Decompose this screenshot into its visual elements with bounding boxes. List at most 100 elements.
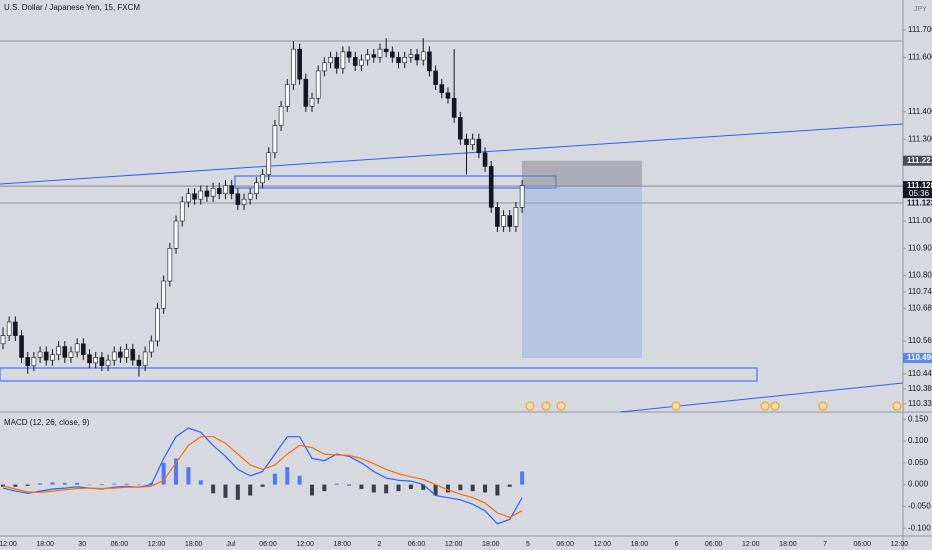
macd-histogram-bar — [235, 484, 240, 500]
macd-histogram-bar — [124, 483, 129, 485]
macd-tick-label: 0.100 — [908, 436, 929, 445]
trend-line — [0, 123, 904, 185]
candle-body — [519, 185, 525, 208]
macd-histogram-bar — [1, 484, 5, 487]
candle-body — [155, 308, 160, 342]
price-label: 111.128 — [907, 181, 932, 190]
time-label: 30 — [78, 541, 86, 548]
candle-body — [6, 321, 12, 336]
candle-body — [25, 357, 31, 366]
candle-body — [501, 215, 506, 227]
time-label: 12:00 — [296, 541, 314, 548]
candle-body — [229, 185, 234, 195]
trend-line — [619, 382, 904, 413]
macd-histogram-bar — [38, 483, 43, 485]
candle-body — [136, 359, 142, 366]
macd-histogram-bar — [99, 484, 104, 486]
candle-body — [346, 51, 352, 58]
macd-histogram-bar — [334, 483, 339, 485]
macd-histogram-bar — [223, 484, 228, 498]
macd-histogram-bar — [260, 484, 265, 487]
y-tick-label: 111.600 — [908, 52, 932, 61]
candle-body — [439, 84, 445, 94]
candle-body — [62, 346, 68, 358]
price-label-box — [903, 181, 932, 199]
candle-body — [371, 54, 377, 58]
candle-body — [173, 220, 179, 249]
candle-body — [340, 51, 346, 69]
macd-histogram-bar — [297, 475, 302, 485]
candle-body — [198, 190, 204, 200]
candle-body — [81, 343, 86, 356]
candle-body — [161, 280, 166, 309]
macd-tick-label: 0.150 — [908, 414, 929, 423]
candle-body — [105, 359, 111, 366]
candle-body — [241, 198, 247, 205]
candle-body — [37, 351, 43, 358]
macd-histogram-bar — [483, 484, 488, 493]
macd-histogram-bar — [520, 471, 525, 485]
y-tick-label: 111.700 — [908, 25, 932, 34]
candle-body — [396, 56, 401, 64]
macd-histogram-bar — [161, 462, 166, 485]
candle-body — [179, 201, 185, 222]
candle-body — [365, 54, 370, 61]
candle-body — [495, 207, 500, 227]
macd-histogram-bar — [445, 484, 450, 493]
chart-title: U.S. Dollar / Japanese Yen, 15, FXCM — [4, 3, 140, 12]
candle-body — [0, 335, 6, 345]
macd-histogram-bar — [25, 484, 30, 486]
time-label: 12:00 — [742, 541, 760, 548]
macd-histogram-bar — [87, 484, 92, 486]
candle-body — [488, 166, 494, 208]
candle-body — [266, 152, 272, 175]
macd-tick-label: -0.100 — [908, 523, 931, 532]
candle-body — [68, 351, 74, 358]
time-label: 7 — [823, 541, 827, 548]
macd-tick-label: -0.050 — [908, 501, 931, 510]
candle-body — [482, 152, 488, 167]
candle-body — [464, 138, 469, 145]
macd-line — [2, 436, 523, 518]
candle-body — [322, 62, 327, 72]
candle-body — [513, 207, 519, 227]
macd-histogram-bar — [62, 482, 67, 485]
macd-tick-label: 0.050 — [908, 458, 929, 467]
candle-body — [445, 92, 451, 99]
candle-body — [408, 54, 414, 58]
candle-body — [223, 185, 228, 195]
macd-tick-label: 0.000 — [908, 480, 929, 489]
candle-body — [210, 187, 216, 197]
time-label: 18:00 — [185, 541, 203, 548]
macd-histogram-bar — [507, 484, 512, 487]
macd-line — [2, 427, 523, 525]
candle-body — [303, 78, 309, 107]
macd-histogram-bar — [347, 484, 352, 486]
candle-body — [414, 54, 420, 61]
candle-body — [19, 335, 24, 358]
candle-body — [99, 357, 105, 366]
candle-body — [247, 193, 253, 200]
time-label: 5 — [526, 541, 530, 548]
event-icon — [770, 401, 780, 411]
time-label: 18:00 — [779, 541, 797, 548]
time-label: 06:00 — [408, 541, 426, 548]
macd-histogram-bar — [285, 467, 290, 485]
candle-body — [420, 51, 426, 61]
candle-body — [87, 354, 92, 364]
countdown: 05:36 — [909, 189, 930, 198]
candle-body — [433, 70, 438, 85]
macd-histogram-bar — [136, 484, 141, 486]
time-label: 18:00 — [631, 541, 649, 548]
candle-body — [167, 247, 173, 282]
candle-body — [260, 174, 265, 184]
time-label: 12:00 — [445, 541, 463, 548]
macd-histogram-bar — [421, 484, 426, 490]
candle-body — [118, 351, 123, 358]
y-tick-label: 110.560 — [908, 336, 932, 345]
time-label: 06:00 — [705, 541, 723, 548]
event-icon — [671, 401, 681, 411]
candle-body — [204, 190, 210, 197]
macd-histogram-bar — [396, 484, 401, 492]
candle-body — [31, 357, 37, 366]
